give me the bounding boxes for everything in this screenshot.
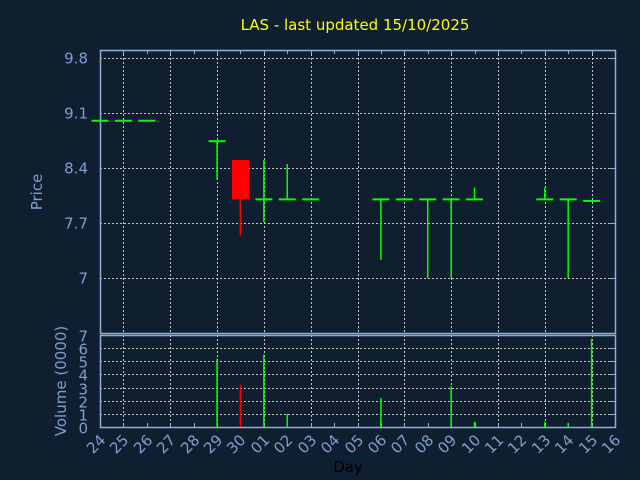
candle-body [208,140,226,143]
candle-body [372,198,390,201]
plot-layer: 9.89.18.47.77012345672425262728293001020… [64,50,624,458]
x-tick-label: 30 [223,431,249,457]
candle-body [419,198,437,201]
volume-tick-label: 1 [78,407,88,425]
x-tick-label: 09 [434,431,460,457]
candle-body [302,198,320,201]
volume-tick-label: 7 [78,328,88,346]
price-tick-label: 8.4 [64,160,88,178]
volume-tick-label: 6 [78,341,88,359]
volume-tick-label: 2 [78,394,88,412]
volume-axis-label: Volume (0000) [52,326,70,436]
price-tick-label: 7 [78,270,88,288]
candle-body [231,160,249,200]
x-tick-label: 04 [317,431,343,457]
x-tick-label: 27 [153,431,179,457]
price-tick-label: 7.7 [64,215,88,233]
candle-body [255,198,273,201]
candle-body [559,198,577,201]
x-tick-label: 16 [598,431,624,457]
candle-body [466,198,484,201]
x-tick-label: 14 [551,431,577,457]
candle-body [114,119,132,122]
x-axis-label: Day [333,458,363,476]
x-tick-label: 12 [504,431,530,457]
x-tick-label: 25 [106,431,132,457]
volume-tick-label: 4 [78,367,88,385]
x-tick-label: 07 [387,431,413,457]
price-tick-label: 9.8 [64,50,88,68]
candle-body [138,119,156,122]
candle-body [442,198,460,201]
price-tick-label: 9.1 [64,105,88,123]
chart-title: LAS - last updated 15/10/2025 [241,16,470,34]
price-axis-label: Price [28,174,46,211]
candle-body [536,198,554,201]
volume-tick-label: 5 [78,354,88,372]
candle-body [583,199,601,202]
volume-tick-label: 3 [78,381,88,399]
candle-body [395,198,413,201]
candle-body [91,119,109,122]
volume-panel-frame [99,334,617,429]
volume-tick-label: 0 [78,420,88,438]
candle-body [278,198,296,201]
x-tick-label: 02 [270,431,296,457]
